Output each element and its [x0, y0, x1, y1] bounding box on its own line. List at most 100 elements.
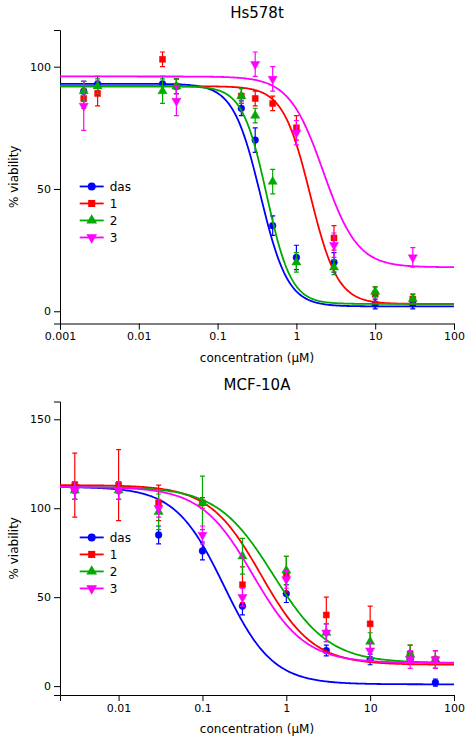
x-tick-mark	[296, 324, 297, 330]
x-tick: 0.01	[107, 695, 132, 715]
point	[329, 243, 338, 251]
legend-label: 3	[110, 231, 118, 245]
x-axis-title: concentration (μM)	[200, 722, 314, 736]
y-tick: 150	[30, 413, 60, 426]
legend-label: das	[110, 531, 131, 545]
error-bar	[270, 96, 275, 111]
series	[60, 79, 454, 304]
panel: 0.01 0.1 1 10 100 0 50 100 150 MCF-10A concentrati…	[7, 376, 465, 737]
point	[367, 621, 373, 627]
x-tick-mark	[375, 324, 376, 330]
x-axis-line	[61, 324, 455, 330]
point	[199, 548, 206, 555]
series	[60, 482, 454, 669]
x-tick-label: 0.1	[194, 702, 212, 715]
error-bar	[160, 52, 165, 67]
y-tick-mark	[54, 419, 60, 420]
legend-label: 1	[110, 548, 118, 562]
legend-symbol	[86, 214, 97, 223]
point	[366, 648, 375, 656]
point	[252, 95, 258, 101]
point	[239, 582, 245, 588]
point	[406, 657, 415, 665]
y-tick: 0	[44, 305, 60, 318]
legend-symbol	[88, 200, 95, 207]
title: Hs578t	[230, 4, 284, 22]
y-axis-title: % viability	[7, 146, 21, 208]
point	[237, 91, 246, 99]
y-tick: 50	[37, 183, 60, 196]
point	[154, 506, 163, 514]
fit-curve	[60, 487, 454, 663]
point	[329, 262, 338, 270]
legend-item: 2	[80, 214, 118, 228]
legend-symbol	[86, 565, 97, 574]
x-tick-label: 10	[364, 702, 378, 715]
point	[158, 86, 167, 94]
x-tick: 0.001	[45, 324, 77, 344]
legend-symbol	[88, 533, 96, 541]
legend-label: 2	[110, 214, 118, 228]
y-axis-line	[54, 31, 61, 325]
error-bar	[284, 556, 289, 592]
legend-symbol	[86, 585, 97, 594]
x-tick-label: 0.1	[209, 330, 227, 343]
y-tick-mark	[54, 686, 60, 687]
point	[322, 630, 331, 638]
x-axis: 0.001 0.01 0.1 1 10 100	[45, 324, 465, 344]
legend-label: 2	[110, 565, 118, 579]
y-axis-title: % viability	[7, 517, 21, 579]
legend-label: 1	[110, 197, 118, 211]
x-tick-mark	[454, 324, 455, 330]
fit-curve	[60, 76, 454, 267]
point	[198, 532, 207, 540]
point	[268, 76, 277, 84]
legend: das 1 2 3	[80, 531, 131, 596]
error-bar	[200, 542, 205, 560]
legend-symbol	[88, 551, 95, 558]
x-tick: 100	[444, 324, 465, 344]
x-tick-mark	[454, 695, 455, 701]
x-tick: 0.01	[127, 324, 152, 344]
point	[292, 130, 301, 138]
plot-area	[60, 450, 454, 687]
title: MCF-10A	[224, 376, 292, 394]
legend-item: 3	[80, 582, 118, 596]
point	[282, 577, 291, 585]
x-tick: 10	[369, 324, 383, 344]
x-tick: 0.1	[209, 324, 227, 344]
point	[268, 176, 277, 184]
point	[198, 498, 207, 506]
legend-item: 3	[80, 231, 118, 245]
y-tick-label: 0	[44, 305, 51, 318]
legend-label: 3	[110, 582, 118, 596]
x-tick-label: 100	[444, 330, 465, 343]
point	[408, 294, 417, 302]
x-tick-label: 1	[293, 330, 300, 343]
fit-curve	[60, 86, 454, 304]
point	[270, 100, 276, 106]
point	[154, 507, 163, 515]
y-axis-line	[54, 402, 61, 696]
x-tick: 1	[283, 695, 290, 715]
point	[155, 532, 162, 539]
point	[172, 98, 181, 106]
y-tick: 100	[30, 502, 60, 515]
point	[79, 103, 88, 111]
figure: 0.0010.010.1110100050100Hs578tconcentrat…	[0, 0, 474, 743]
y-tick-mark	[54, 597, 60, 598]
fit-curve	[60, 86, 454, 304]
x-tick-mark	[370, 695, 371, 701]
x-tick-label: 100	[444, 702, 465, 715]
point	[70, 488, 79, 496]
point	[323, 612, 329, 618]
x-tick: 0.1	[194, 695, 212, 715]
y-tick-label: 50	[37, 591, 51, 604]
point	[292, 257, 301, 265]
x-tick-mark	[139, 324, 140, 330]
y-tick: 0	[44, 680, 60, 693]
x-tick-label: 10	[369, 330, 383, 343]
point	[251, 62, 260, 70]
legend: das 1 2 3	[80, 180, 131, 245]
legend-label: das	[110, 180, 131, 194]
